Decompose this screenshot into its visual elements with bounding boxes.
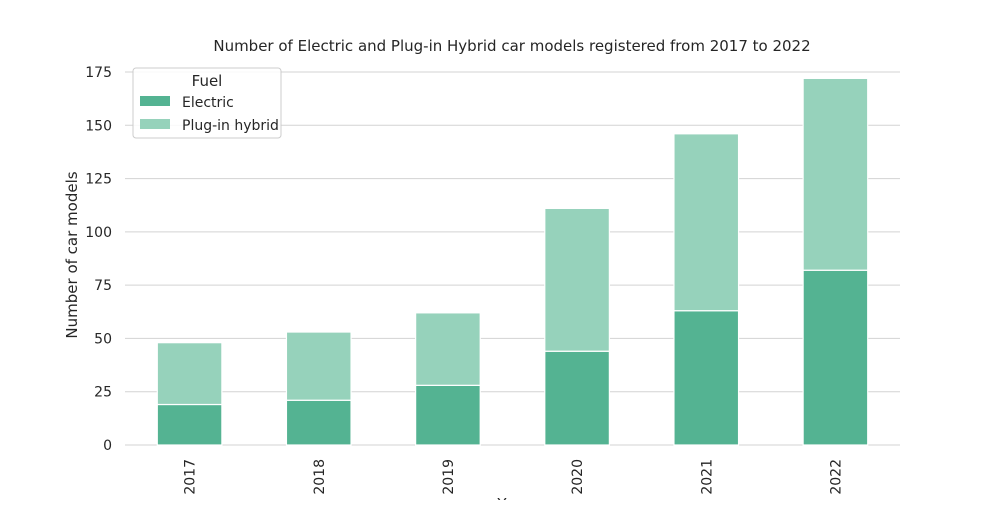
y-tick-label: 125 xyxy=(85,172,112,188)
legend-swatch xyxy=(140,96,170,106)
x-axis-label: Y xyxy=(496,495,507,500)
x-tick-label: 2017 xyxy=(183,459,199,495)
legend: Fuel Electric Plug-in hybrid xyxy=(132,67,282,139)
x-axis-ticks: 2017 2018 2019 2020 2021 2022 xyxy=(183,459,845,495)
bar-plug-in-hybrid-2019 xyxy=(415,312,481,386)
y-tick-label: 75 xyxy=(94,278,112,294)
x-tick-label: 2019 xyxy=(441,459,457,495)
legend-items: Electric Plug-in hybrid xyxy=(140,95,279,134)
y-axis-ticks: 0 25 50 75 100 125 150 175 xyxy=(85,65,112,454)
y-tick-label: 150 xyxy=(85,118,112,134)
legend-title: Fuel xyxy=(192,72,223,90)
x-tick-label: 2020 xyxy=(570,459,586,495)
y-tick-label: 25 xyxy=(94,385,112,401)
legend-swatch xyxy=(140,119,170,129)
bar-plug-in-hybrid-2020 xyxy=(544,207,610,352)
y-tick-label: 175 xyxy=(85,65,112,81)
chart-title: Number of Electric and Plug-in Hybrid ca… xyxy=(213,37,810,55)
bar-electric-2019 xyxy=(415,384,481,446)
y-tick-label: 100 xyxy=(85,225,112,241)
y-axis-label: Number of car models xyxy=(63,171,81,338)
bar-electric-2017 xyxy=(156,403,223,446)
y-tick-label: 0 xyxy=(103,438,112,454)
x-tick-label: 2022 xyxy=(828,459,844,495)
x-tick-label: 2018 xyxy=(312,459,328,495)
bar-electric-2022 xyxy=(802,269,869,446)
legend-label: Electric xyxy=(182,95,234,111)
bar-plug-in-hybrid-2017 xyxy=(156,342,223,406)
y-tick-label: 50 xyxy=(94,331,112,347)
bar-electric-2018 xyxy=(285,399,352,446)
bar-electric-2021 xyxy=(673,310,740,446)
bar-electric-2020 xyxy=(544,350,610,446)
legend-label: Plug-in hybrid xyxy=(182,118,279,134)
bar-plug-in-hybrid-2018 xyxy=(285,331,352,401)
bars xyxy=(156,77,869,446)
bar-plug-in-hybrid-2021 xyxy=(673,133,740,312)
x-tick-label: 2021 xyxy=(699,459,715,495)
bar-plug-in-hybrid-2022 xyxy=(802,77,869,271)
